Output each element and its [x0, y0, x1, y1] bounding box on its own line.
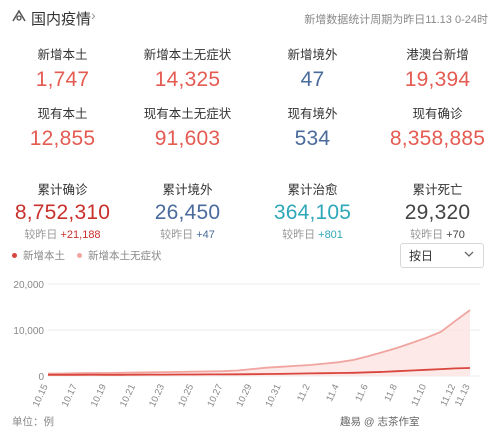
delta-value: +47 — [196, 229, 215, 241]
stat-value: 29,320 — [404, 201, 471, 224]
stat-label: 累计死亡 — [412, 183, 463, 197]
stat-total-confirmed: 累计确诊 8,752,310 较昨日 +21,188 — [0, 179, 125, 242]
stat-current-local-asymptomatic: 现有本土无症状 91,603 — [125, 103, 250, 151]
virus-icon — [12, 9, 26, 22]
stat-delta: 较昨日 +21,188 — [0, 226, 125, 242]
x-tick-label: 11.10 — [409, 383, 429, 409]
stat-label: 累计治愈 — [287, 183, 338, 197]
delta-prefix: 较昨日 — [410, 229, 444, 241]
legend-label: 新增本土无症状 — [88, 250, 162, 262]
stat-value: 12,855 — [29, 127, 96, 150]
x-tick-label: 10.25 — [176, 383, 196, 409]
stat-value: 47 — [300, 68, 325, 91]
x-tick-label: 11.4 — [324, 383, 341, 404]
y-tick-label: 20,000 — [13, 280, 44, 291]
period-select-value: 按日 — [409, 249, 434, 263]
series-line-new-asymptomatic — [47, 309, 471, 375]
stat-label: 累计境外 — [162, 183, 213, 197]
delta-prefix: 较昨日 — [24, 229, 58, 241]
stat-value: 91,603 — [154, 127, 221, 150]
chart-legend: 新增本土 新增本土无症状 — [12, 248, 174, 263]
stat-value: 19,394 — [404, 68, 471, 91]
delta-prefix: 较昨日 — [282, 229, 316, 241]
stat-label: 新增境外 — [287, 48, 338, 62]
watermark: 趣易 @ 志茶作室 — [340, 416, 420, 428]
series-line-new-local — [48, 367, 471, 376]
header-bar: 国内疫情 › 新增数据统计周期为昨日11.13 0-24时 — [0, 0, 500, 34]
stat-new-local: 新增本土 1,747 — [0, 44, 125, 92]
unit-label: 单位：例 — [12, 416, 54, 428]
y-tick-label: 10,000 — [13, 326, 44, 337]
stat-value: 26,450 — [154, 201, 221, 224]
stat-delta: 较昨日 +801 — [250, 226, 375, 242]
delta-value: +21,188 — [60, 229, 101, 241]
x-tick-label: 10.27 — [205, 383, 225, 409]
stat-delta: 较昨日 +70 — [375, 226, 500, 242]
stat-label: 累计确诊 — [37, 183, 88, 197]
x-tick-label: 11.2 — [295, 383, 312, 404]
delta-prefix: 较昨日 — [160, 229, 194, 241]
trend-chart: 0 10,000 20,000 10.15 10.17 10.19 10.21 10.23 10… — [13, 280, 480, 409]
x-tick-label: 10.19 — [89, 383, 109, 409]
stat-delta: 较昨日 +47 — [125, 226, 250, 242]
stat-value: 534 — [294, 127, 331, 150]
stat-new-local-asymptomatic: 新增本土无症状 14,325 — [125, 44, 250, 92]
x-tick-label: 10.21 — [118, 383, 138, 409]
x-tick-label: 10.23 — [147, 383, 167, 409]
stat-value: 8,752,310 — [14, 201, 111, 224]
stat-current-confirmed: 现有确诊 8,358,885 — [375, 103, 500, 151]
x-tick-label: 10.15 — [31, 383, 51, 409]
stat-period-note: 新增数据统计周期为昨日11.13 0-24时 — [304, 14, 488, 26]
x-tick-label: 10.17 — [60, 383, 80, 409]
stat-label: 新增本土无症状 — [143, 48, 232, 62]
legend-label: 新增本土 — [23, 250, 65, 262]
stat-label: 新增本土 — [37, 48, 88, 62]
stat-total-recovered: 累计治愈 364,105 较昨日 +801 — [250, 179, 375, 242]
chevron-right-icon[interactable]: › — [91, 7, 96, 23]
stat-new-imported: 新增境外 47 — [250, 44, 375, 92]
stat-value: 14,325 — [154, 68, 221, 91]
legend-dot — [77, 253, 82, 258]
chevron-down-icon — [464, 251, 474, 257]
x-tick-label: 11.6 — [353, 383, 370, 404]
legend-item-new-local[interactable]: 新增本土 — [12, 248, 65, 263]
y-tick-label: 0 — [38, 372, 44, 383]
stat-label: 现有本土无症状 — [143, 107, 232, 121]
legend-item-new-asymptomatic[interactable]: 新增本土无症状 — [77, 248, 162, 263]
stat-total-deaths: 累计死亡 29,320 较昨日 +70 — [375, 179, 500, 242]
legend-dot — [12, 253, 17, 258]
stat-total-imported: 累计境外 26,450 较昨日 +47 — [125, 179, 250, 242]
stat-value: 364,105 — [273, 201, 352, 224]
stat-value: 8,358,885 — [389, 127, 486, 150]
stat-new-hk-mo-tw: 港澳台新增 19,394 — [375, 44, 500, 92]
stat-label: 现有境外 — [287, 107, 338, 121]
stat-current-local: 现有本土 12,855 — [0, 103, 125, 151]
stat-label: 现有本土 — [37, 107, 88, 121]
x-tick-label: 10.31 — [264, 383, 284, 409]
x-tick-label: 10.29 — [234, 383, 254, 409]
stat-current-imported: 现有境外 534 — [250, 103, 375, 151]
stat-label: 港澳台新增 — [406, 48, 469, 62]
x-tick-label: 11.8 — [382, 383, 399, 404]
page-title[interactable]: 国内疫情 — [31, 11, 92, 28]
delta-value: +70 — [446, 229, 465, 241]
period-select[interactable]: 按日 — [400, 243, 484, 268]
delta-value: +801 — [318, 229, 343, 241]
stat-value: 1,747 — [35, 68, 90, 91]
stat-label: 现有确诊 — [412, 107, 463, 121]
series-area-asymptomatic — [48, 310, 470, 376]
